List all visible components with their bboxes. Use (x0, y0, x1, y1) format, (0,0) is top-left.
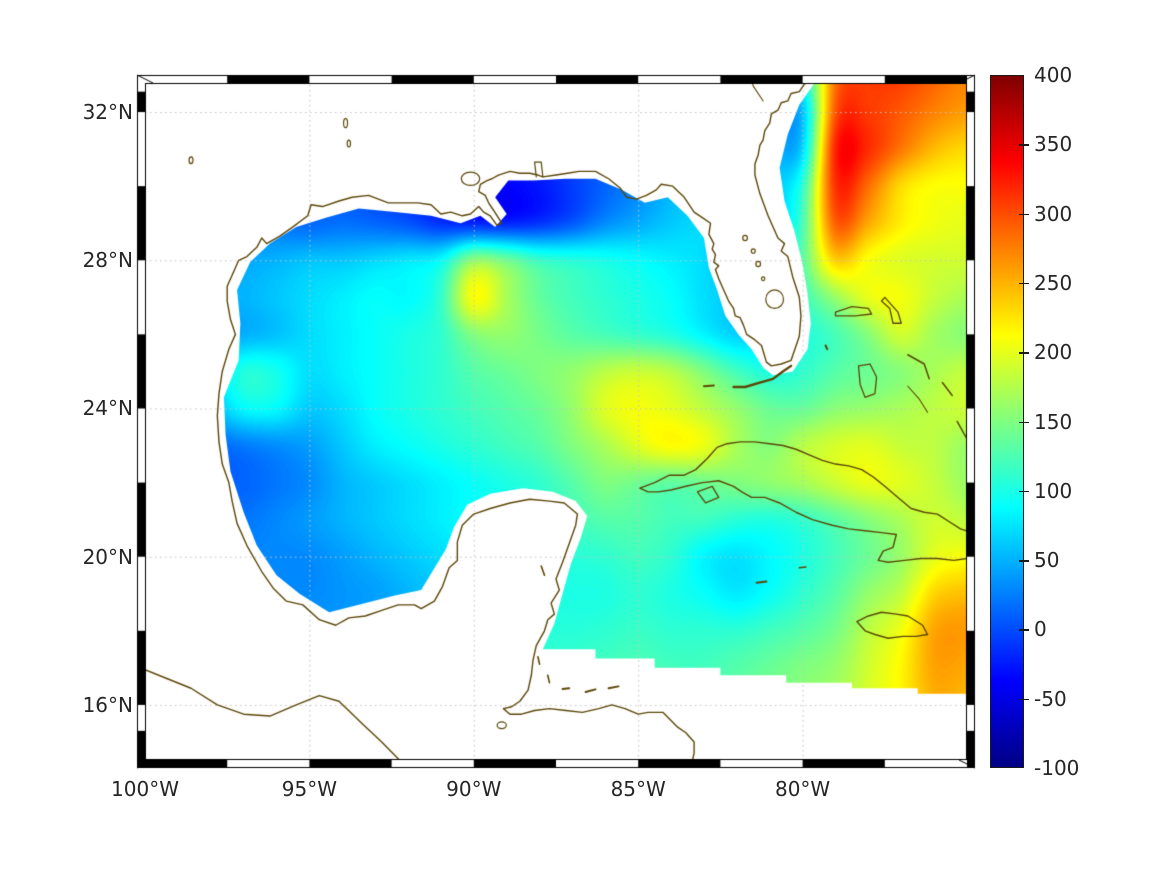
colorbar (990, 75, 1024, 768)
